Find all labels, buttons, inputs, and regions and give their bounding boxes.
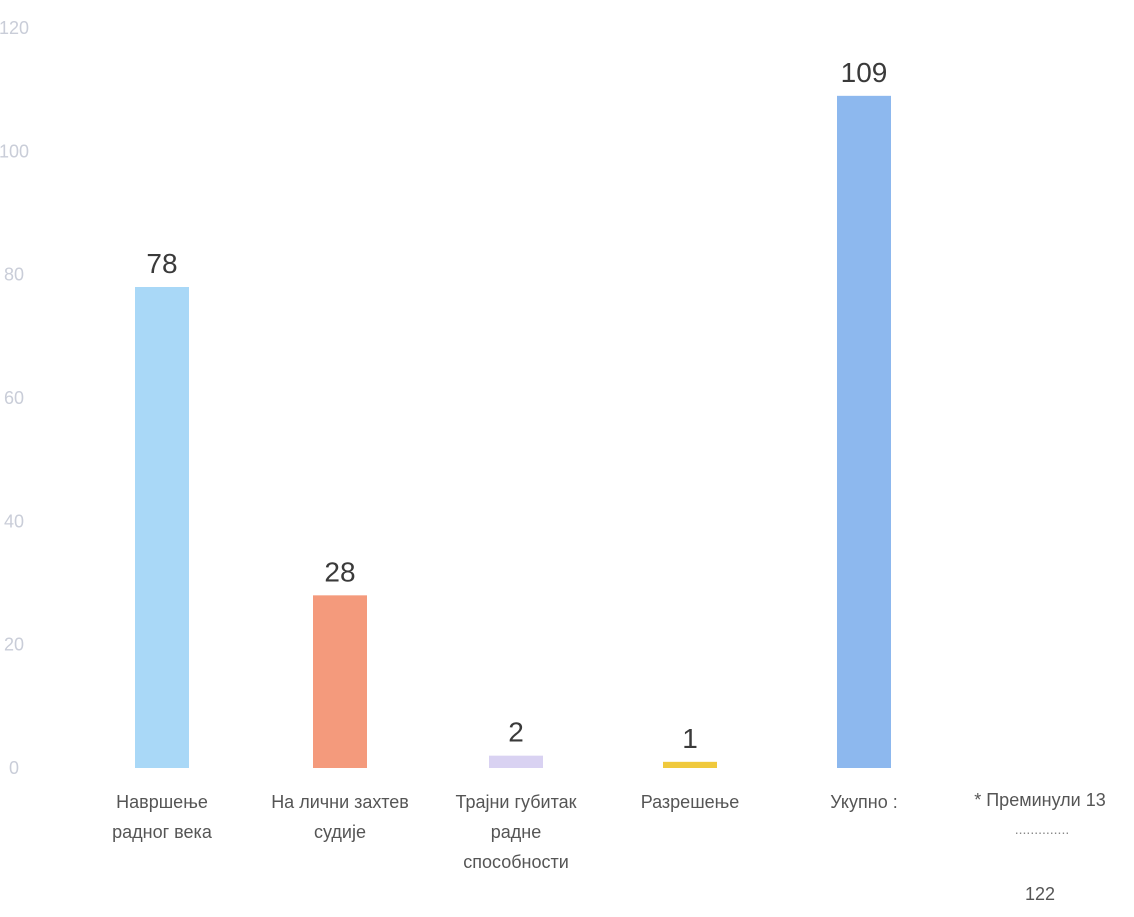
category-label-line: радне: [491, 822, 541, 842]
y-tick-label: 80: [4, 265, 24, 285]
category-label-line: Укупно :: [830, 792, 897, 812]
category-label-line: На лични захтев: [271, 792, 409, 812]
data-label: 109: [841, 57, 888, 88]
footnote-separator: ..............: [1015, 821, 1069, 837]
category-label: На лични захтев судије: [271, 792, 409, 842]
category-label: Укупно :: [830, 792, 897, 812]
category-labels-group: Навршење радног века На лични захтев судије…: [112, 792, 898, 872]
category-label-line: Разрешење: [641, 792, 740, 812]
y-tick-label: 20: [4, 635, 24, 655]
data-labels-group: 78 28 2 1 109: [146, 57, 887, 754]
category-label: Навршење радног века: [112, 792, 213, 842]
y-tick-label: 60: [4, 388, 24, 408]
category-label-line: радног века: [112, 822, 213, 842]
category-label-line: Трајни губитак: [455, 792, 576, 812]
data-label: 28: [324, 556, 355, 587]
bar: [663, 761, 717, 768]
bar: [489, 755, 543, 768]
y-tick-label: 0: [9, 758, 19, 778]
y-tick-label: 120: [0, 18, 29, 38]
footnote-total: 122: [1025, 884, 1055, 904]
category-label: Разрешење: [641, 792, 740, 812]
bar: [837, 95, 891, 769]
data-label: 2: [508, 717, 524, 748]
y-tick-label: 100: [0, 141, 29, 161]
category-label: Трајни губитак радне способности: [455, 792, 576, 872]
bars-group: [135, 95, 891, 769]
category-label-line: способности: [463, 852, 569, 872]
footnote-group: * Преминули 13 .............. 122: [974, 790, 1106, 904]
data-label: 78: [146, 248, 177, 279]
y-axis: 0 20 40 60 80 100 120: [0, 18, 29, 778]
category-label-line: судије: [314, 822, 366, 842]
footnote-text: * Преминули 13: [974, 790, 1106, 810]
y-tick-label: 40: [4, 511, 24, 531]
category-label-line: Навршење: [116, 792, 208, 812]
data-label: 1: [682, 723, 698, 754]
bar: [313, 595, 367, 768]
bar: [135, 287, 189, 768]
